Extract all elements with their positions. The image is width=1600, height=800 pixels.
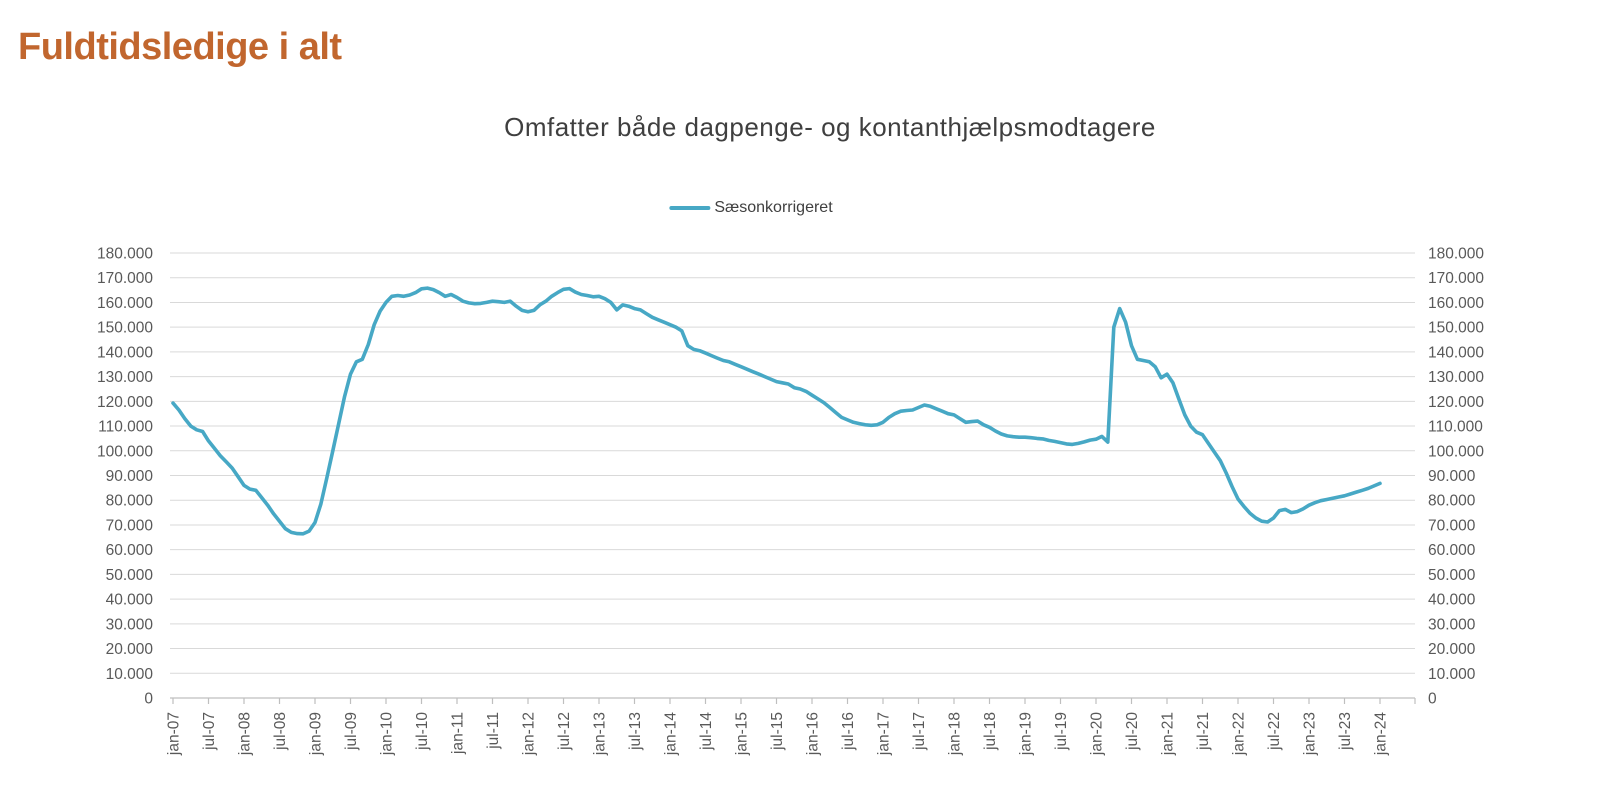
x-axis-tick-label: jan-20 <box>1089 712 1106 756</box>
x-axis-tick-label: jul-08 <box>272 712 289 751</box>
x-axis-tick-label: jul-14 <box>698 712 715 751</box>
y-axis-tick-label: 90.000 <box>1428 468 1476 485</box>
x-axis <box>170 697 1416 704</box>
y-axis-tick-label: 30.000 <box>106 616 154 633</box>
y-axis-tick-label: 160.000 <box>1428 295 1484 312</box>
y-axis-tick-label: 170.000 <box>97 270 153 287</box>
x-axis-tick-label: jan-13 <box>592 712 609 756</box>
y-axis-tick-label: 40.000 <box>106 592 154 609</box>
y-axis-tick-label: 100.000 <box>1428 443 1484 460</box>
x-axis-tick-label: jan-14 <box>663 712 680 756</box>
x-axis-tick-label: jul-23 <box>1337 712 1354 751</box>
x-axis-tick-label: jul-17 <box>911 712 928 751</box>
y-axis-tick-label: 110.000 <box>1428 419 1483 436</box>
legend-label: Sæsonkorrigeret <box>714 199 833 216</box>
y-axis-tick-label: 130.000 <box>1428 369 1484 386</box>
y-axis-tick-label: 60.000 <box>106 542 154 559</box>
gridlines <box>170 252 1415 674</box>
y-axis-labels-right: 0 10.000 20.000 30.000 40.000 50.000 60.000 70.… <box>1428 246 1484 708</box>
x-axis-tick-label: jul-15 <box>769 712 786 751</box>
x-axis-tick-label: jan-17 <box>876 712 893 756</box>
x-axis-tick-label: jan-21 <box>1160 712 1177 756</box>
x-axis-tick-label: jul-18 <box>982 712 999 751</box>
y-axis-tick-label: 0 <box>144 691 153 708</box>
y-axis-tick-label: 130.000 <box>97 369 153 386</box>
legend-line-swatch <box>669 206 711 210</box>
x-axis-tick-label: jan-23 <box>1302 712 1319 756</box>
chart-title: Omfatter både dagpenge- og kontanthjælps… <box>504 112 1156 142</box>
x-axis-tick-label: jan-10 <box>379 712 396 756</box>
y-axis-tick-label: 80.000 <box>1428 493 1476 510</box>
y-axis-tick-label: 180.000 <box>97 246 153 263</box>
y-axis-tick-label: 120.000 <box>97 394 153 411</box>
x-axis-tick-label: jan-07 <box>166 712 183 756</box>
x-axis-tick-label: jan-11 <box>450 712 467 755</box>
y-axis-tick-label: 150.000 <box>97 320 153 337</box>
y-axis-tick-label: 90.000 <box>106 468 154 485</box>
x-axis-tick-label: jan-08 <box>237 712 254 756</box>
y-axis-tick-label: 80.000 <box>106 493 154 510</box>
y-axis-tick-label: 60.000 <box>1428 542 1476 559</box>
legend: Sæsonkorrigeret <box>669 199 833 217</box>
y-axis-tick-label: 50.000 <box>1428 567 1476 584</box>
x-axis-tick-label: jan-09 <box>308 712 325 756</box>
x-axis-tick-label: jul-22 <box>1266 712 1283 751</box>
x-axis-tick-label: jul-07 <box>201 712 218 751</box>
x-axis-tick-label: jul-10 <box>414 712 431 751</box>
y-axis-tick-label: 50.000 <box>106 567 154 584</box>
y-axis-tick-label: 70.000 <box>1428 517 1476 534</box>
x-axis-tick-label: jan-22 <box>1231 712 1248 756</box>
x-axis-tick-label: jan-12 <box>521 712 538 756</box>
y-axis-tick-label: 180.000 <box>1428 246 1484 263</box>
y-axis-tick-label: 120.000 <box>1428 394 1484 411</box>
x-axis-tick-label: jan-24 <box>1373 712 1390 756</box>
x-axis-tick-label: jul-12 <box>556 712 573 751</box>
x-axis-tick-label: jul-21 <box>1195 712 1212 751</box>
y-axis-tick-label: 150.000 <box>1428 320 1484 337</box>
x-axis-tick-label: jul-13 <box>627 712 644 751</box>
x-axis-tick-label: jul-20 <box>1124 712 1141 751</box>
x-axis-labels: jan-07 jul-07 jan-08 jul-08 jan-09 jul-09 jan-… <box>166 712 1390 756</box>
y-axis-tick-label: 110.000 <box>98 419 153 436</box>
x-axis-tick-label: jul-19 <box>1053 712 1070 751</box>
x-axis-tick-label: jul-09 <box>343 712 360 751</box>
y-axis-tick-label: 30.000 <box>1428 616 1476 633</box>
y-axis-tick-label: 160.000 <box>97 295 153 312</box>
y-axis-labels-left: 0 10.000 20.000 30.000 40.000 50.000 60.000 70.… <box>97 246 153 708</box>
x-axis-tick-label: jul-16 <box>840 712 857 751</box>
y-axis-tick-label: 140.000 <box>97 344 153 361</box>
y-axis-tick-label: 10.000 <box>1428 666 1476 683</box>
x-axis-tick-label: jan-15 <box>734 712 751 756</box>
x-axis-tick-label: jan-18 <box>947 712 964 756</box>
y-axis-tick-label: 100.000 <box>97 443 153 460</box>
y-axis-tick-label: 140.000 <box>1428 344 1484 361</box>
y-axis-tick-label: 0 <box>1428 691 1437 708</box>
data-line-saesonkorrigeret <box>171 286 1382 536</box>
y-axis-tick-label: 20.000 <box>1428 641 1476 658</box>
x-axis-tick-label: jan-19 <box>1018 712 1035 756</box>
y-axis-tick-label: 40.000 <box>1428 592 1476 609</box>
y-axis-tick-label: 20.000 <box>106 641 154 658</box>
y-axis-tick-label: 170.000 <box>1428 270 1484 287</box>
x-axis-tick-label: jan-16 <box>805 712 822 756</box>
y-axis-tick-label: 70.000 <box>106 517 154 534</box>
page-title: Fuldtidsledige i alt <box>18 26 342 68</box>
x-axis-tick-label: jul-11 <box>485 712 502 750</box>
y-axis-tick-label: 10.000 <box>106 666 154 683</box>
